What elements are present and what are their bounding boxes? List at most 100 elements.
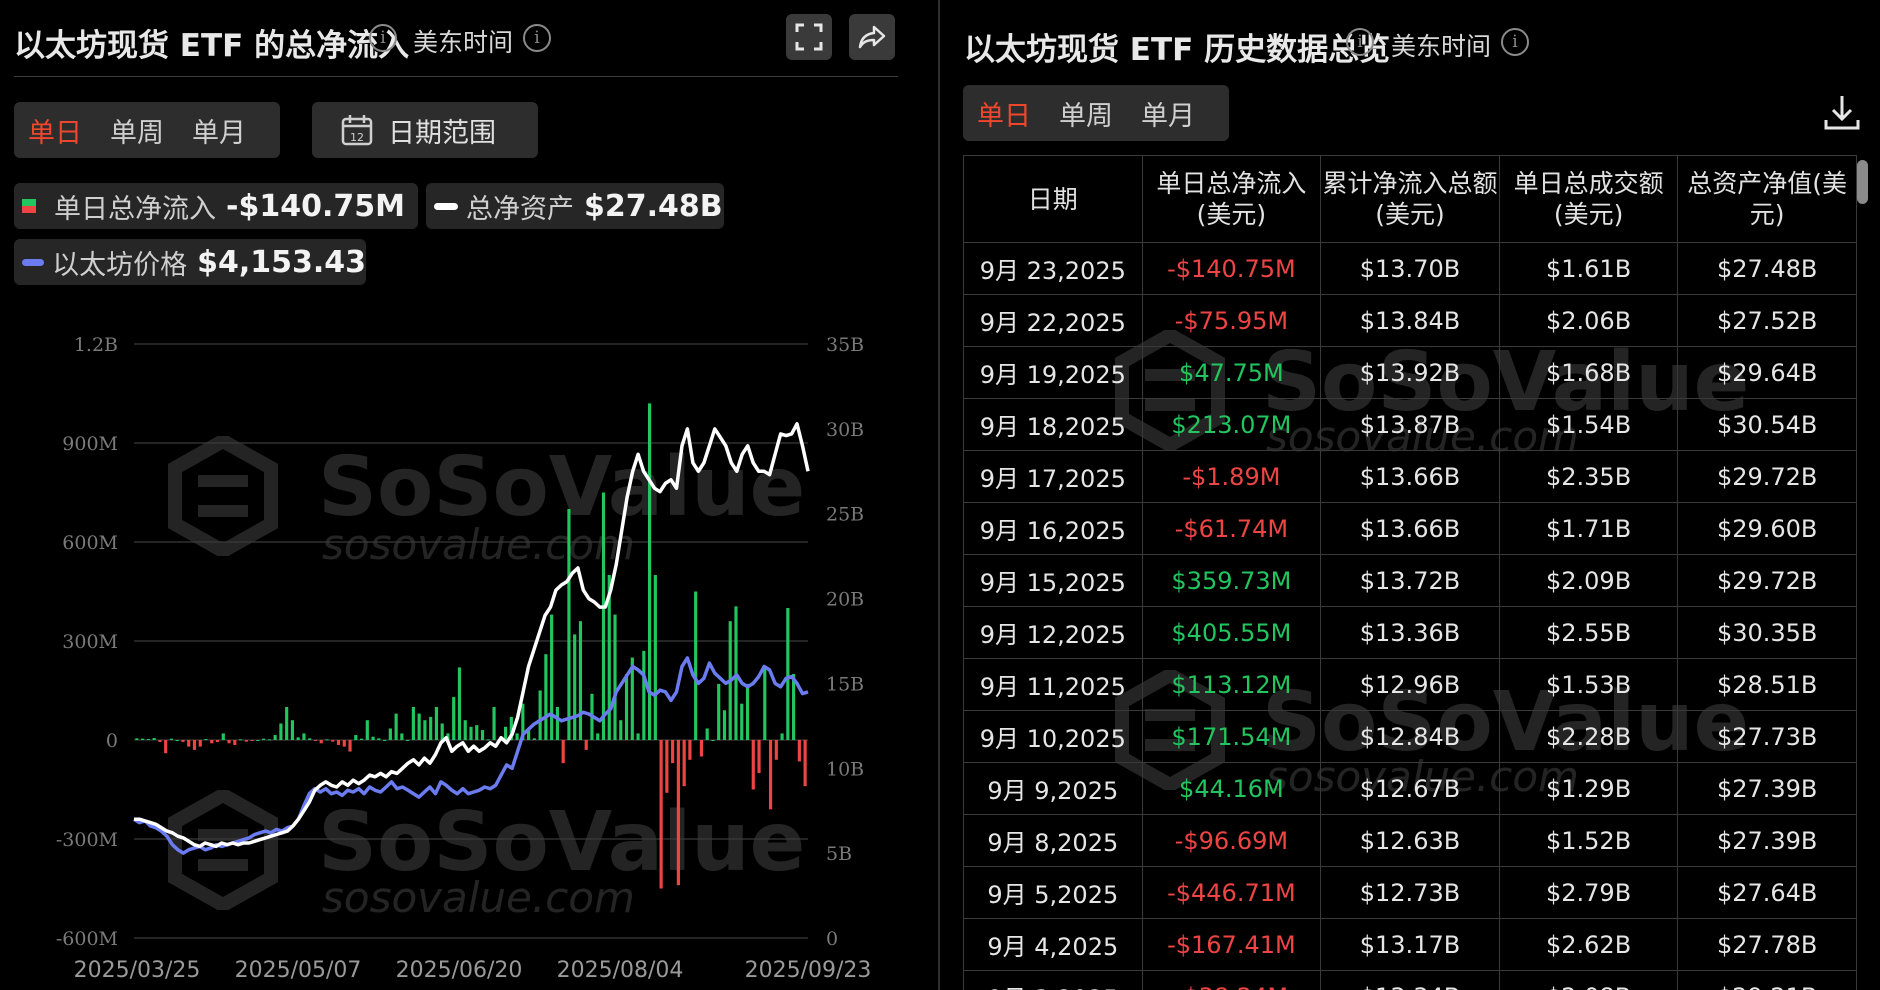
cell-cumulative: $12.73B <box>1320 866 1500 919</box>
inflow-bar <box>325 739 329 741</box>
col-header-date[interactable]: 日期 <box>963 155 1143 243</box>
inflow-bar <box>227 740 231 744</box>
inflow-bar <box>705 728 709 740</box>
y-tick-label-right: 20B <box>826 589 864 611</box>
inflow-bar <box>780 733 784 740</box>
cell-date: 9月 22,2025 <box>963 294 1143 347</box>
panel-divider <box>938 0 940 990</box>
table-row[interactable]: 9月 12,2025 $405.55M $13.36B $2.55B $30.35B <box>963 606 1857 659</box>
table-row[interactable]: 9月 16,2025 -$61.74M $13.66B $1.71B $29.60B <box>963 502 1857 555</box>
left-tab-week[interactable]: 单周 <box>110 117 164 149</box>
inflow-bar <box>515 733 519 740</box>
date-range-button[interactable]: 12 日期范围 <box>312 102 538 158</box>
inflow-bar <box>262 738 266 740</box>
cell-date: 9月 5,2025 <box>963 866 1143 919</box>
inflow-bar <box>400 733 404 740</box>
inflow-bar <box>354 735 358 740</box>
table-row[interactable]: 9月 5,2025 -$446.71M $12.73B $2.79B $27.64B <box>963 866 1857 919</box>
y-tick-label-right: 5B <box>826 843 852 865</box>
inflow-bar <box>302 733 306 740</box>
inflow-bar <box>146 739 150 741</box>
inflow-bar <box>377 738 381 740</box>
legend-net-assets[interactable]: 总净资产 $27.48B <box>426 183 724 229</box>
legend-daily-inflow[interactable]: 单日总净流入 -$140.75M <box>14 183 418 229</box>
cell-nav: $30.35B <box>1677 606 1857 659</box>
inflow-bar <box>653 575 657 740</box>
inflow-bar <box>290 720 295 740</box>
history-table-container[interactable]: 日期 单日总净流入(美元) 累计净流入总额(美元) 单日总成交额(美元) 总资产… <box>963 155 1857 990</box>
right-tab-month[interactable]: 单月 <box>1141 100 1195 132</box>
cell-nav: $29.64B <box>1677 346 1857 399</box>
inflow-bar <box>555 707 559 740</box>
y-tick-label-left: -300M <box>56 829 118 851</box>
legend-daily-inflow-value: -$140.75M <box>226 188 405 224</box>
inflow-bar <box>417 713 421 740</box>
table-row[interactable]: 9月 11,2025 $113.12M $12.96B $1.53B $28.51B <box>963 658 1857 711</box>
cell-inflow: $44.16M <box>1141 762 1322 815</box>
right-tab-day[interactable]: 单日 <box>977 100 1031 132</box>
table-row[interactable]: 9月 8,2025 -$96.69M $12.63B $1.52B $27.39B <box>963 814 1857 867</box>
cell-volume: $1.54B <box>1498 398 1679 451</box>
inflow-bar <box>198 740 202 747</box>
cell-nav: $27.73B <box>1677 710 1857 763</box>
table-row[interactable]: 9月 9,2025 $44.16M $12.67B $1.29B $27.39B <box>963 762 1857 815</box>
table-scrollbar[interactable] <box>1857 160 1868 204</box>
inflow-bar <box>792 674 796 740</box>
y-tick-label-right: 0 <box>826 928 838 950</box>
info-icon[interactable]: i <box>369 24 397 52</box>
left-tab-day[interactable]: 单日 <box>28 117 82 149</box>
table-row[interactable]: 9月 4,2025 -$167.41M $13.17B $2.62B $27.78B <box>963 918 1857 971</box>
col-header-nav[interactable]: 总资产净值(美元) <box>1677 155 1857 243</box>
table-row[interactable]: 9月 19,2025 $47.75M $13.92B $1.68B $29.64B <box>963 346 1857 399</box>
table-row[interactable]: 9月 17,2025 -$1.89M $13.66B $2.35B $29.72B <box>963 450 1857 503</box>
etf-inflow-chart: 1.2B 900M 600M 300M 0 -300M -600M 35B 30B 25B 20B 1… <box>56 334 872 983</box>
inflow-bar <box>757 740 761 773</box>
left-tab-month[interactable]: 单月 <box>192 117 246 149</box>
inflow-bar <box>244 740 248 742</box>
timezone-info-icon[interactable]: i <box>1501 28 1529 56</box>
download-icon[interactable] <box>1822 92 1862 132</box>
table-row[interactable]: 9月 23,2025 -$140.75M $13.70B $1.61B $27.48B <box>963 242 1857 295</box>
inflow-bar <box>152 738 156 740</box>
inflow-bar <box>688 740 692 760</box>
table-row[interactable]: 9月 18,2025 $213.07M $13.87B $1.54B $30.54B <box>963 398 1857 451</box>
share-button[interactable] <box>849 14 895 60</box>
table-row[interactable]: 9月 22,2025 -$75.95M $13.84B $2.06B $27.52B <box>963 294 1857 347</box>
inflow-bar <box>169 738 174 740</box>
inflow-bar <box>192 740 197 750</box>
cell-inflow: -$167.41M <box>1141 918 1322 971</box>
cell-cumulative: $13.66B <box>1320 502 1500 555</box>
cell-volume: $1.52B <box>1498 814 1679 867</box>
cell-volume: $1.53B <box>1498 658 1679 711</box>
inflow-bar <box>475 725 479 740</box>
timezone-info-icon[interactable]: i <box>523 24 551 52</box>
cell-date: 9月 4,2025 <box>963 918 1143 971</box>
right-tab-week[interactable]: 单周 <box>1059 100 1113 132</box>
cell-volume: $1.71B <box>1498 502 1679 555</box>
fullscreen-button[interactable] <box>786 14 832 60</box>
info-icon[interactable]: i <box>1346 28 1374 56</box>
legend-eth-price[interactable]: 以太坊价格 $4,153.43 <box>14 239 366 285</box>
table-row[interactable]: 9月 10,2025 $171.54M $12.84B $2.28B $27.73B <box>963 710 1857 763</box>
inflow-bar <box>371 736 375 740</box>
inflow-bar <box>359 738 364 740</box>
table-row[interactable]: 9月 15,2025 $359.73M $13.72B $2.09B $29.72B <box>963 554 1857 607</box>
inflow-bar <box>273 735 277 740</box>
inflow-bar <box>786 608 790 740</box>
net-assets-line <box>134 422 810 849</box>
inflow-bar <box>452 697 456 740</box>
share-icon <box>858 25 886 49</box>
inflow-bar <box>336 740 341 745</box>
fullscreen-icon <box>795 23 823 51</box>
table-row[interactable]: 9月 3,2025-$38.24M$13.34B$2.08B$29.21B <box>963 970 1857 990</box>
inflow-bar <box>613 614 617 740</box>
y-tick-label-left: -600M <box>56 928 118 950</box>
y-tick-label-right: 30B <box>826 419 864 441</box>
inflow-bar <box>233 740 237 745</box>
col-header-inflow[interactable]: 单日总净流入(美元) <box>1141 155 1322 243</box>
col-header-cumulative[interactable]: 累计净流入总额(美元) <box>1320 155 1500 243</box>
col-header-volume[interactable]: 单日总成交额(美元) <box>1498 155 1679 243</box>
date-range-label: 日期范围 <box>388 117 496 149</box>
inflow-bar <box>267 739 271 741</box>
left-panel-title: 以太坊现货 ETF 的总净流入 <box>14 28 410 64</box>
